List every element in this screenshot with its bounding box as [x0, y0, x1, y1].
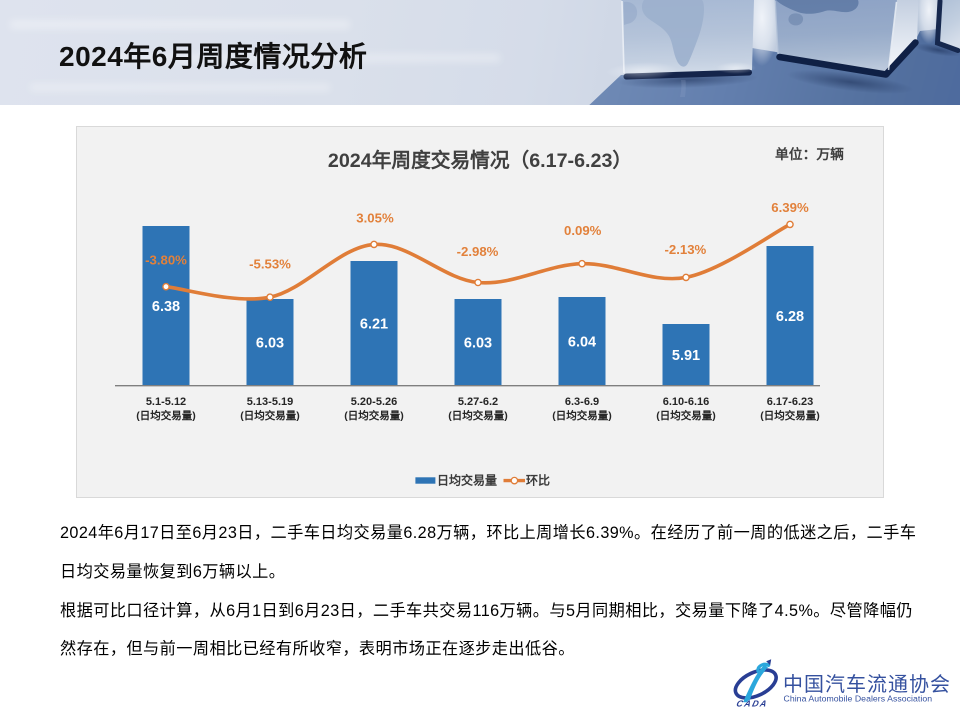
svg-text:6.17-6.23: 6.17-6.23 — [767, 396, 813, 408]
svg-text:6.28: 6.28 — [776, 309, 804, 325]
svg-text:6.3-6.9: 6.3-6.9 — [565, 396, 599, 408]
svg-text:(日均交易量): (日均交易量) — [344, 409, 404, 422]
svg-text:环比: 环比 — [526, 472, 550, 487]
svg-text:(日均交易量): (日均交易量) — [448, 409, 508, 422]
svg-text:日均交易量: 日均交易量 — [437, 472, 497, 487]
svg-text:6.03: 6.03 — [256, 336, 284, 352]
svg-text:CADA: CADA — [735, 699, 769, 709]
svg-text:6.38: 6.38 — [152, 299, 180, 315]
svg-text:-3.80%: -3.80% — [145, 252, 187, 267]
svg-text:6.21: 6.21 — [360, 317, 388, 333]
svg-text:6.10-6.16: 6.10-6.16 — [663, 396, 709, 408]
svg-text:5.27-6.2: 5.27-6.2 — [458, 396, 498, 408]
svg-text:5.20-5.26: 5.20-5.26 — [351, 396, 397, 408]
svg-text:China Automobile Dealers Assoc: China Automobile Dealers Association — [784, 693, 933, 703]
svg-text:-5.53%: -5.53% — [249, 256, 291, 271]
svg-text:-2.13%: -2.13% — [665, 242, 707, 257]
svg-text:0.09%: 0.09% — [564, 223, 602, 238]
svg-text:6.04: 6.04 — [568, 335, 596, 351]
svg-text:(日均交易量): (日均交易量) — [240, 409, 300, 422]
svg-text:3.05%: 3.05% — [356, 211, 394, 226]
svg-text:-2.98%: -2.98% — [457, 244, 499, 259]
svg-text:5.13-5.19: 5.13-5.19 — [247, 396, 293, 408]
svg-text:6.39%: 6.39% — [771, 200, 809, 215]
svg-text:(日均交易量): (日均交易量) — [552, 409, 612, 422]
svg-text:5.91: 5.91 — [672, 348, 700, 364]
svg-text:(日均交易量): (日均交易量) — [656, 409, 716, 422]
svg-text:5.1-5.12: 5.1-5.12 — [146, 396, 186, 408]
svg-text:中国汽车流通协会: 中国汽车流通协会 — [783, 673, 951, 696]
svg-text:(日均交易量): (日均交易量) — [136, 409, 196, 422]
svg-text:6.03: 6.03 — [464, 336, 492, 352]
svg-text:(日均交易量): (日均交易量) — [760, 409, 820, 422]
